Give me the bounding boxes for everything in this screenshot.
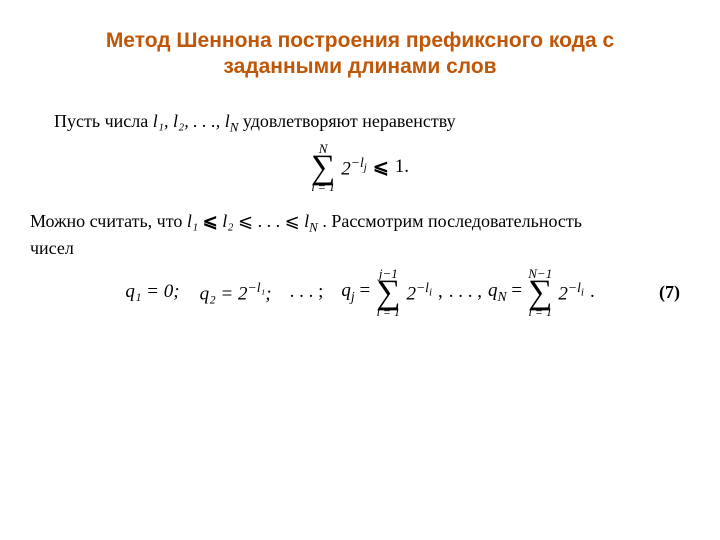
paragraph-2: Можно считать, что l₁ ⩽ l₂ ⩽ . . . ⩽ lN … (30, 209, 690, 260)
para1-post: удовлетворяют неравенству (243, 111, 456, 131)
slide: Метод Шеннона построения префиксного код… (0, 0, 720, 540)
para1-lN: N (230, 111, 239, 131)
le-sign-1: ⩽ (373, 156, 389, 179)
sum-sigma-j: j−1 ∑ i = 1 (376, 267, 400, 319)
para2-pre: Можно считать, что (30, 211, 187, 231)
sum-N-term: 2−li (558, 280, 584, 305)
sum-term-1: 2−lj (341, 155, 367, 180)
sum-sigma-1: N ∑ i = 1 (311, 142, 335, 194)
formula-kraft-inequality: N ∑ i = 1 2−lj ⩽ 1. (30, 142, 690, 194)
rhs-1: 1. (395, 156, 409, 178)
para2-post-a: . Рассмотрим последовательность (322, 211, 582, 231)
qj-lhs: qj = (341, 280, 370, 305)
formula-q-sequence: q₁ = 0; q₂ = 2−l₁; . . . ; qj = j−1 ∑ i … (30, 267, 690, 319)
q2-term: q₂ = 2−l₁; (200, 280, 272, 305)
comma-1: , (438, 281, 443, 303)
sum-j-term: 2−li (406, 280, 432, 305)
sum-sigma-N: N−1 ∑ i = 1 (528, 267, 552, 319)
dots-1: . . . ; (290, 281, 324, 303)
qN-lhs: qN = (488, 280, 522, 305)
para1-sequence: l₁, l₂, . . ., l (153, 111, 230, 131)
equation-number: (7) (659, 282, 680, 303)
slide-title: Метод Шеннона построения префиксного код… (30, 28, 690, 81)
title-line-2: заданными длинами слов (223, 55, 496, 78)
tail-period: . (590, 281, 595, 303)
dots-2: . . . , (449, 281, 482, 303)
title-line-1: Метод Шеннона построения префиксного код… (106, 29, 614, 52)
para2-post-b: чисел (30, 238, 74, 258)
para2-chain: l₁ ⩽ l₂ ⩽ . . . ⩽ lN (187, 211, 322, 231)
para1-pre: Пусть числа (54, 111, 153, 131)
paragraph-1: Пусть числа l₁, l₂, . . ., lN удовлетвор… (30, 109, 690, 136)
q1-term: q₁ = 0; (125, 281, 179, 303)
